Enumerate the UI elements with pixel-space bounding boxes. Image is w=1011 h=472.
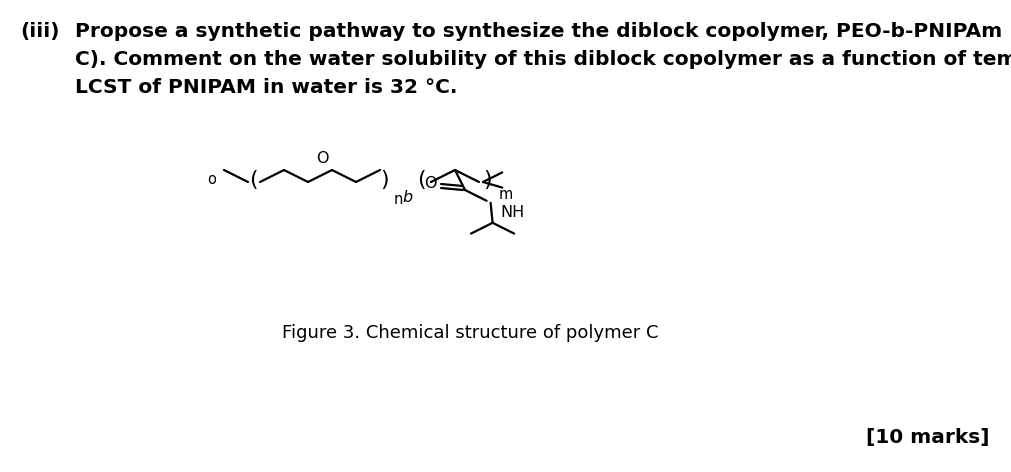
Text: (iii): (iii) (20, 22, 60, 41)
Text: LCST of PNIPAM in water is 32 °C.: LCST of PNIPAM in water is 32 °C. (75, 78, 457, 97)
Text: Propose a synthetic pathway to synthesize the diblock copolymer, PEO-b-PNIPAm (p: Propose a synthetic pathway to synthesiz… (75, 22, 1011, 41)
Text: (: ( (417, 170, 426, 190)
Text: m: m (499, 187, 514, 202)
Text: o: o (207, 172, 216, 187)
Text: NH: NH (500, 205, 525, 220)
Text: O: O (315, 151, 329, 166)
Text: ): ) (483, 170, 492, 190)
Text: n: n (394, 192, 403, 207)
Text: Figure 3. Chemical structure of polymer C: Figure 3. Chemical structure of polymer … (282, 324, 658, 342)
Text: (: ( (249, 170, 258, 190)
Text: [10 marks]: [10 marks] (866, 428, 990, 447)
Text: b: b (402, 190, 412, 205)
Text: ): ) (381, 170, 389, 190)
Text: O: O (425, 177, 437, 192)
Text: C). Comment on the water solubility of this diblock copolymer as a function of t: C). Comment on the water solubility of t… (75, 50, 1011, 69)
